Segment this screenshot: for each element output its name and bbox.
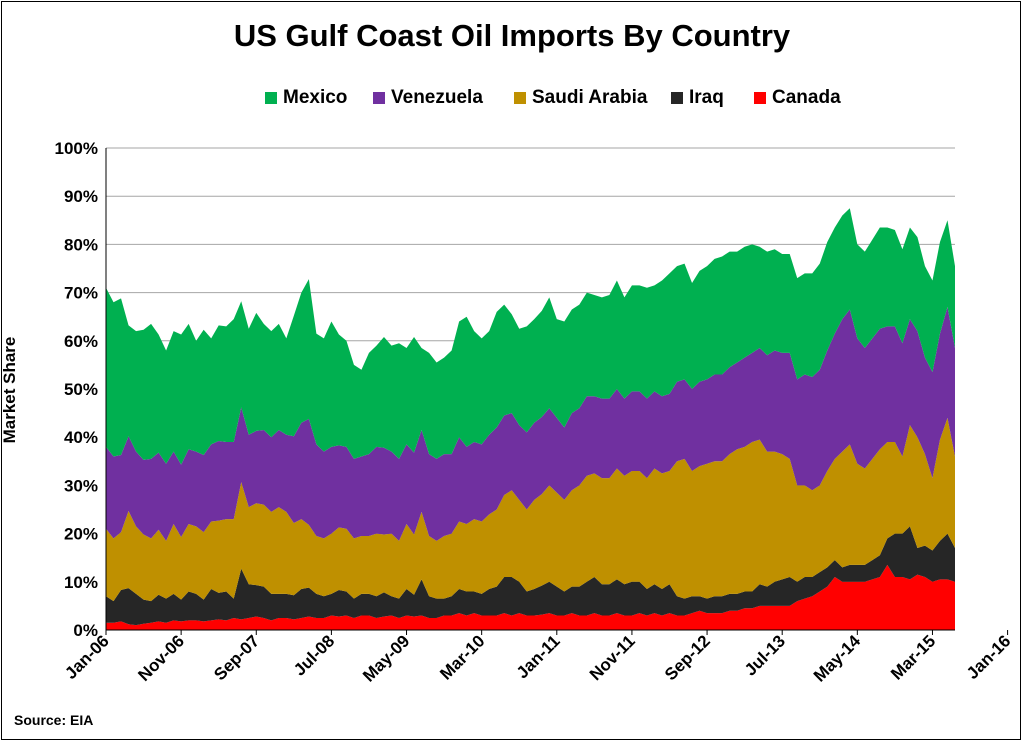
legend-item-canada: Canada — [754, 86, 841, 110]
y-tick-label: 10% — [64, 573, 98, 592]
x-tick-label: May-14 — [810, 631, 865, 686]
legend-label: Mexico — [283, 87, 348, 108]
y-tick-label: 40% — [64, 428, 98, 447]
legend-label: Saudi Arabia — [532, 87, 648, 108]
x-tick-label: Mar-10 — [436, 631, 488, 683]
x-tick-label: May-09 — [359, 631, 413, 685]
legend-swatch — [265, 92, 277, 104]
legend-label: Venezuela — [391, 87, 483, 108]
series-iraq — [106, 526, 955, 626]
legend: Mexico Venezuela Saudi Arabia Iraq Canada — [0, 86, 1024, 110]
legend-swatch — [373, 92, 385, 104]
x-tick-label: Nov-06 — [134, 631, 188, 685]
y-tick-label: 60% — [64, 332, 98, 351]
series-canada — [106, 564, 955, 630]
x-tick-label: Jan-11 — [513, 631, 564, 682]
x-tick-label: Jul-13 — [741, 631, 789, 679]
y-tick-label: 90% — [64, 187, 98, 206]
y-tick-label: 0% — [73, 621, 98, 640]
x-tick-label: Jan-16 — [963, 631, 1015, 683]
y-tick-label: 80% — [64, 235, 98, 254]
legend-label: Iraq — [689, 87, 724, 108]
source-note: Source: EIA — [14, 712, 94, 728]
series-venezuela — [106, 307, 955, 541]
legend-swatch — [514, 92, 526, 104]
legend-swatch — [671, 92, 683, 104]
series-saudi-arabia — [106, 417, 955, 602]
y-tick-label: 30% — [64, 476, 98, 495]
legend-swatch — [754, 92, 766, 104]
x-tick-label: Mar-15 — [887, 631, 939, 683]
y-tick-label: 20% — [64, 525, 98, 544]
legend-item-saudi-arabia: Saudi Arabia — [514, 86, 647, 110]
chart-title: US Gulf Coast Oil Imports By Country — [233, 18, 791, 53]
y-tick-label: 100% — [55, 139, 98, 158]
legend-item-mexico: Mexico — [265, 86, 347, 110]
legend-label: Canada — [772, 87, 841, 108]
legend-item-iraq: Iraq — [671, 86, 724, 110]
series-mexico — [106, 208, 955, 465]
x-tick-label: Nov-11 — [586, 631, 639, 684]
x-tick-label: Sep-07 — [210, 631, 263, 684]
x-tick-label: Sep-12 — [661, 631, 714, 684]
y-tick-label: 70% — [64, 284, 98, 303]
legend-item-venezuela: Venezuela — [373, 86, 483, 110]
y-tick-label: 50% — [64, 380, 98, 399]
x-tick-label: Jul-08 — [290, 631, 338, 679]
